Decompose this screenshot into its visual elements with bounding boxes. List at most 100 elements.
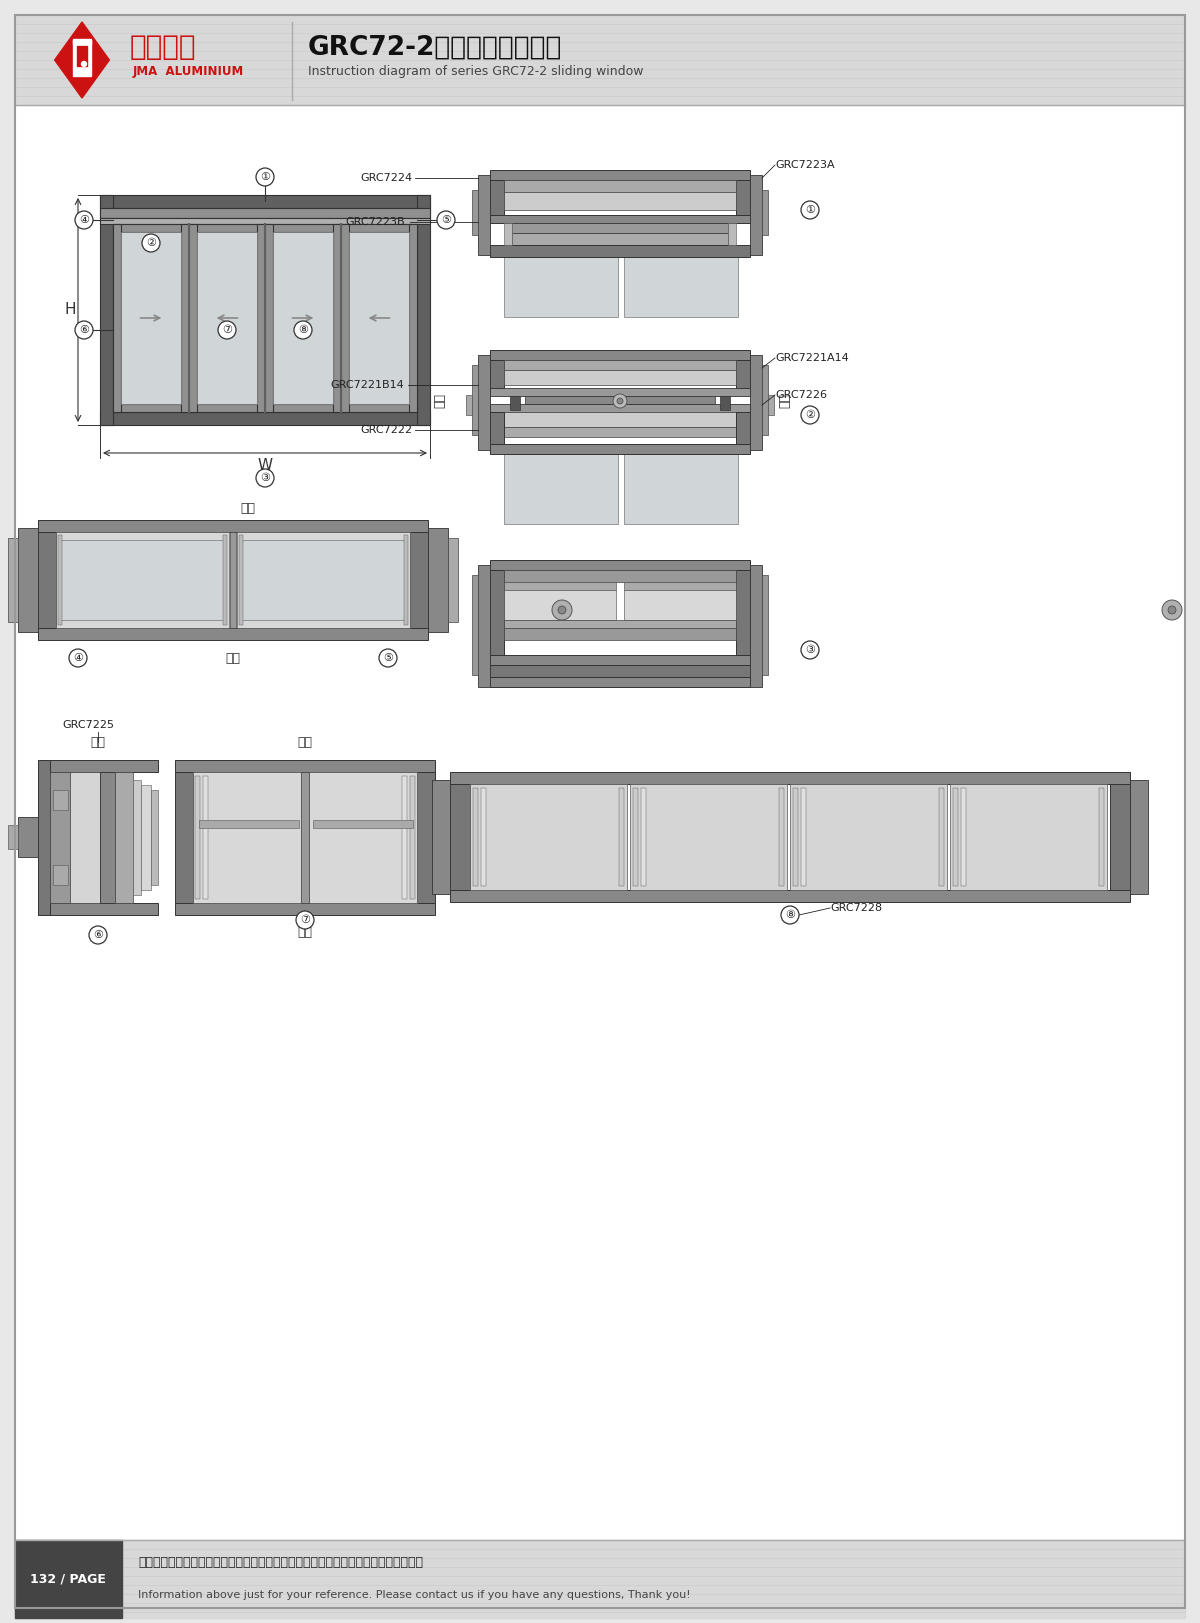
Bar	[504, 222, 512, 245]
Bar	[472, 575, 478, 675]
Text: 室内: 室内	[433, 393, 446, 407]
Bar	[750, 355, 762, 450]
Bar	[720, 396, 730, 411]
Bar	[961, 789, 966, 886]
Bar	[18, 527, 38, 631]
Bar	[504, 412, 736, 427]
Bar	[190, 224, 265, 232]
Bar	[762, 575, 768, 675]
Bar	[490, 656, 750, 665]
Bar	[1099, 789, 1104, 886]
Bar	[190, 404, 265, 412]
Bar	[1110, 784, 1130, 889]
Circle shape	[74, 211, 94, 229]
Text: ②: ②	[805, 411, 815, 420]
Bar	[38, 532, 56, 628]
Text: ⑤: ⑤	[442, 214, 451, 226]
Circle shape	[781, 906, 799, 923]
Bar	[490, 170, 750, 180]
Bar	[490, 351, 750, 360]
Bar	[100, 195, 430, 208]
Bar	[490, 214, 750, 222]
Circle shape	[613, 394, 628, 407]
Bar	[58, 536, 62, 625]
Text: GRC7221B14: GRC7221B14	[330, 380, 403, 390]
Bar	[472, 365, 478, 435]
Text: ①: ①	[805, 204, 815, 214]
Text: GRC7228: GRC7228	[830, 902, 882, 914]
Bar	[402, 776, 407, 899]
Circle shape	[1162, 601, 1182, 620]
Bar	[14, 1540, 1186, 1618]
Bar	[115, 773, 133, 902]
Bar	[768, 394, 774, 415]
Text: H: H	[65, 302, 76, 318]
Bar	[418, 195, 430, 425]
Bar	[728, 222, 736, 245]
Bar	[301, 773, 310, 902]
Bar	[230, 532, 236, 628]
Text: 室外: 室外	[298, 927, 312, 940]
Circle shape	[802, 406, 818, 424]
Text: 室内: 室内	[90, 735, 106, 748]
Bar	[38, 628, 428, 639]
Bar	[199, 820, 299, 828]
Bar	[113, 224, 121, 412]
Bar	[349, 232, 409, 404]
Text: JMA  ALUMINIUM: JMA ALUMINIUM	[133, 65, 245, 78]
Bar	[142, 786, 151, 889]
Bar	[953, 789, 958, 886]
Bar	[274, 232, 334, 404]
Circle shape	[296, 911, 314, 928]
Bar	[257, 224, 265, 412]
Text: ③: ③	[805, 644, 815, 656]
Circle shape	[802, 201, 818, 219]
Bar	[450, 784, 470, 889]
Circle shape	[256, 169, 274, 187]
Text: ⑥: ⑥	[94, 930, 103, 940]
Bar	[802, 789, 806, 886]
Bar	[190, 224, 197, 412]
Bar	[736, 360, 750, 388]
Bar	[478, 565, 490, 687]
Bar	[341, 404, 418, 412]
Bar	[504, 591, 616, 620]
Bar	[750, 565, 762, 687]
Circle shape	[256, 469, 274, 487]
Bar	[193, 773, 301, 902]
Bar	[50, 773, 70, 902]
Bar	[334, 224, 341, 412]
Circle shape	[142, 234, 160, 252]
Polygon shape	[55, 23, 109, 97]
Bar	[470, 784, 628, 889]
Text: 室外: 室外	[226, 651, 240, 664]
Text: GRC7225: GRC7225	[62, 721, 114, 730]
Circle shape	[437, 211, 455, 229]
Text: GRC7223A: GRC7223A	[775, 161, 835, 170]
Text: ⑧: ⑧	[298, 325, 308, 334]
Bar	[133, 781, 142, 894]
Bar	[634, 789, 638, 886]
Bar	[762, 365, 768, 435]
Text: ⑥: ⑥	[79, 325, 89, 334]
Bar	[238, 532, 410, 628]
Text: 室内: 室内	[298, 735, 312, 748]
Bar	[490, 360, 504, 388]
Bar	[38, 519, 428, 532]
Bar	[53, 865, 68, 885]
Bar	[418, 773, 436, 902]
Bar	[265, 404, 341, 412]
Bar	[113, 224, 190, 232]
Bar	[197, 232, 257, 404]
Bar	[504, 370, 736, 385]
Bar	[77, 45, 88, 67]
Circle shape	[218, 321, 236, 339]
Bar	[940, 789, 944, 886]
Bar	[490, 388, 750, 396]
Bar	[14, 15, 1186, 105]
Text: GRC7221A14: GRC7221A14	[775, 352, 848, 364]
Bar	[750, 175, 762, 255]
Text: ②: ②	[146, 239, 156, 248]
Bar	[450, 889, 1130, 902]
Bar	[450, 773, 1130, 784]
